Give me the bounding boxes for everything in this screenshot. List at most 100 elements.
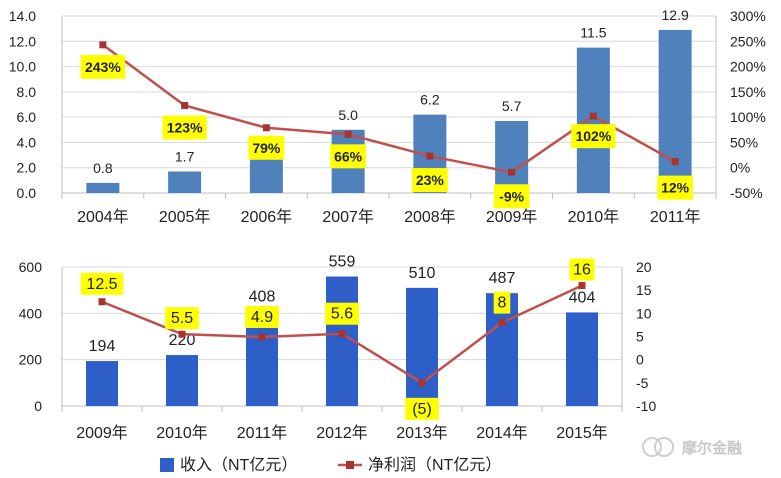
x-tick-label: 2005年 [159,208,211,226]
bar-value-label: 6.2 [420,92,440,108]
x-tick-label: 2004年 [77,208,129,226]
y-right-tick-label: -50% [730,185,763,201]
line-label-highlight [80,54,126,79]
y-left-tick-label: 12.0 [9,33,36,49]
line-value-label: 5.6 [331,306,353,323]
line-label-highlight [493,184,530,209]
bar [658,29,692,194]
x-tick-label: 2010年 [568,208,620,226]
legend-label-bar: 收入（NT亿元） [180,456,297,474]
x-tick-label: 2012年 [316,424,368,442]
y-left-tick-label: 2.0 [17,160,37,176]
bar-value-label: 5.0 [338,107,358,123]
x-tick-label: 2009年 [76,424,128,442]
x-tick-label: 2013年 [396,424,448,442]
bar-value-label: 0.8 [93,160,113,176]
line-label-highlight [571,124,616,149]
y-right-tick-label: 150% [730,84,766,100]
x-tick-label: 2010年 [156,424,208,442]
line-marker [418,379,426,387]
line-marker [508,168,516,176]
y-left-tick-label: 4.0 [17,134,37,150]
line-marker [498,319,506,327]
line-marker [181,102,189,110]
line-label-highlight [165,307,199,330]
x-tick-label: 2007年 [322,208,374,226]
watermark: 摩尔金融 [642,437,742,457]
y-left-tick-label: 10.0 [9,59,36,75]
line-value-label: 243% [85,59,121,75]
y-left-tick-label: 400 [19,305,43,321]
line-value-label: 123% [167,120,203,136]
line-label-highlight [657,175,694,200]
line-marker [338,330,346,338]
x-tick-label: 2014年 [476,424,528,442]
line-marker [426,152,434,160]
bar-value-label: 12.9 [662,7,689,23]
bar [86,182,120,193]
y-right-tick-label: 100% [730,109,766,125]
line-marker [258,333,266,341]
legend-marker [346,461,354,469]
line-label-highlight [245,305,279,328]
x-tick-label: 2015年 [556,424,608,442]
line-value-label: 66% [334,148,363,164]
legend: 收入（NT亿元） 净利润（NT亿元） [160,456,501,474]
bar-value-label: 1.7 [175,149,195,165]
bar [86,361,118,406]
line-value-label: 8 [498,295,507,312]
line-label-highlight [162,115,207,140]
line-value-label: 16 [573,262,591,279]
bar [249,155,283,193]
bar-value-label: 194 [89,338,116,355]
line-label-highlight [411,168,448,193]
bar-value-label: 404 [569,289,596,306]
line-value-label: 79% [252,140,281,156]
line-label-highlight [493,291,511,314]
y-right-tick-label: 0 [636,352,644,368]
y-left-tick-label: 0.0 [17,185,37,201]
y-right-tick-label: -5 [636,375,649,391]
y-right-tick-label: 5 [636,329,644,345]
bar [566,312,598,406]
line-value-label: -9% [499,188,524,204]
y-left-tick-label: 200 [19,352,43,368]
line-marker [671,158,679,166]
watermark-text: 摩尔金融 [682,439,742,457]
bar-value-label: 559 [329,253,356,270]
line-marker [178,330,186,338]
x-tick-label: 2009年 [486,208,538,226]
bar-value-label: 5.7 [502,98,522,114]
line-label-highlight [569,258,595,281]
y-right-tick-label: -10 [636,398,656,414]
y-right-tick-label: 0% [730,160,750,176]
line-value-label: 23% [416,172,445,188]
line-marker [98,298,106,306]
bar-value-label: 487 [489,270,516,287]
legend-label-line: 净利润（NT亿元） [368,456,501,474]
x-tick-label: 2006年 [241,208,293,226]
line-value-label: 102% [575,128,611,144]
line-label-highlight [405,397,439,420]
line-label-highlight [330,144,367,169]
line-label-highlight [248,135,285,160]
watermark-logo-icon-2 [654,437,674,457]
y-right-tick-label: 50% [730,134,758,150]
y-right-tick-label: 300% [730,8,766,24]
bar-value-label: 408 [249,288,276,305]
line-marker [578,282,586,290]
x-tick-label: 2011年 [650,208,700,226]
y-left-tick-label: 0 [34,398,42,414]
chart-1: 0.0 2.0 4.0 6.0 8.0 10.0 12.0 14.0 -50% 0% 50% 100%… [9,7,766,226]
line-marker [99,41,107,49]
watermark-logo-icon [642,437,662,457]
x-tick-label: 2008年 [404,208,456,226]
y-right-tick-label: 250% [730,33,766,49]
y-right-tick-label: 10 [636,305,652,321]
line-label-highlight [80,272,124,295]
line-value-label: 4.9 [251,309,273,326]
line-marker [262,124,270,132]
y-right-tick-label: 200% [730,59,766,75]
